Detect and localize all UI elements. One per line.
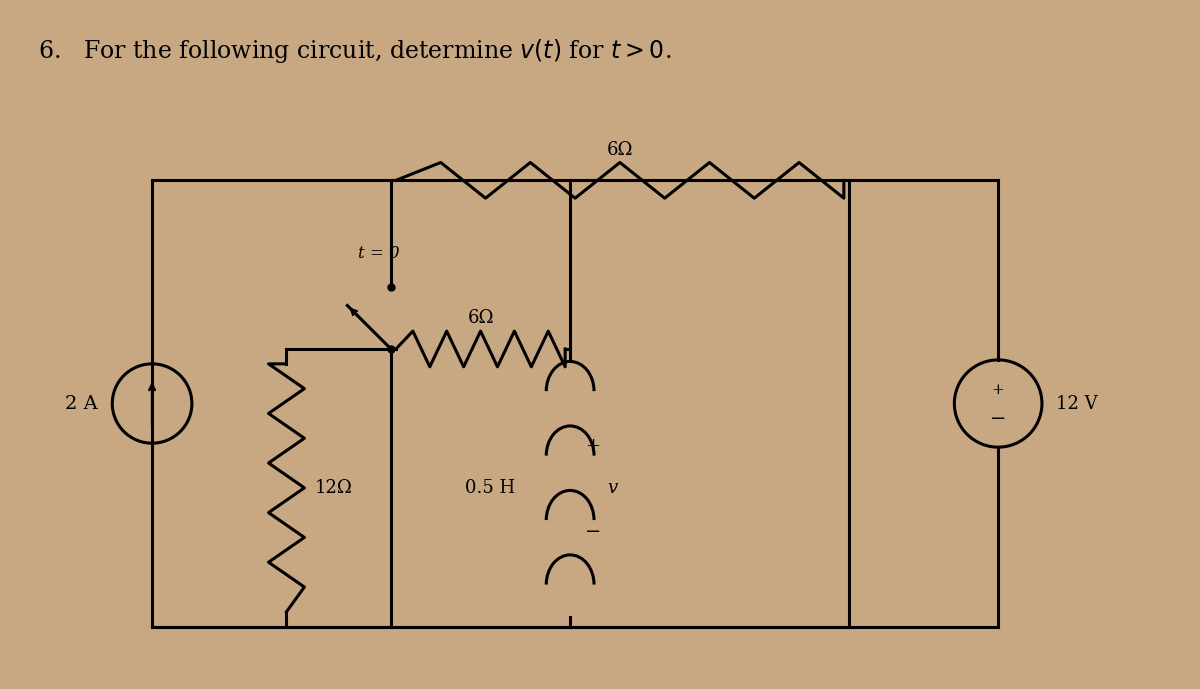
Text: 6.   For the following circuit, determine $v(t)$ for $t > 0$.: 6. For the following circuit, determine …	[37, 37, 671, 65]
Text: 0.5 H: 0.5 H	[466, 479, 515, 497]
Text: 2 A: 2 A	[65, 395, 97, 413]
Text: t = 0: t = 0	[359, 245, 400, 262]
Text: −: −	[990, 411, 1007, 429]
Text: 6Ω: 6Ω	[607, 141, 634, 158]
Text: +: +	[586, 438, 600, 455]
Text: −: −	[586, 524, 601, 542]
Text: +: +	[991, 382, 1004, 397]
Text: 6Ω: 6Ω	[467, 309, 494, 327]
Text: 12 V: 12 V	[1056, 395, 1098, 413]
Text: 12Ω: 12Ω	[314, 479, 353, 497]
Text: v: v	[607, 479, 617, 497]
